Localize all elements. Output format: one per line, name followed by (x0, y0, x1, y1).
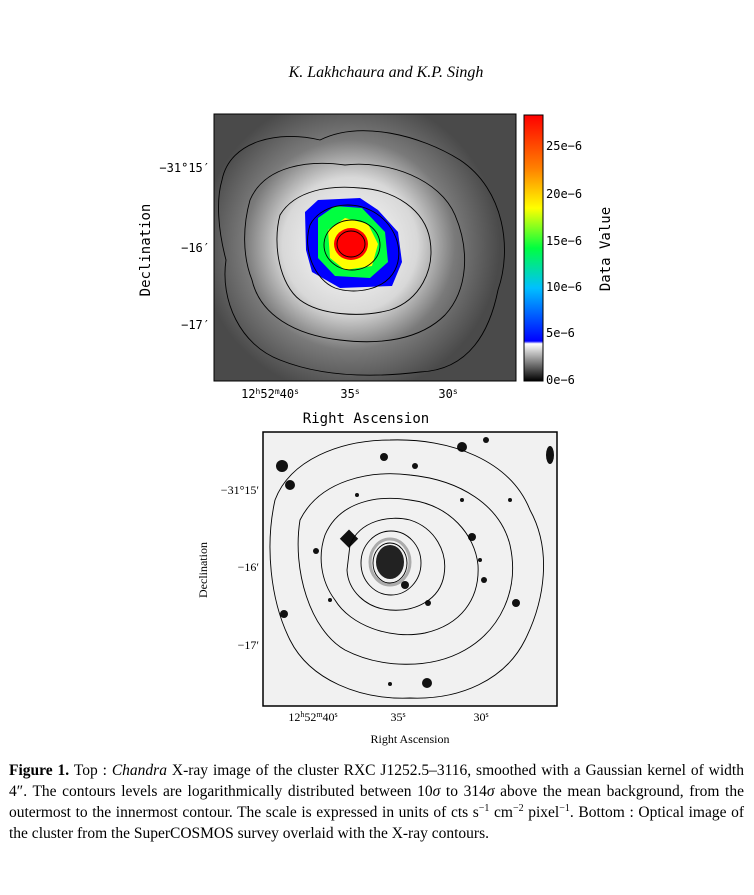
y-tick-label: −16′ (181, 241, 210, 255)
caption-text: Top : (73, 762, 112, 779)
y-tick-label: −31°15′ (221, 483, 260, 497)
running-header: K. Lakhchaura and K.P. Singh (288, 64, 484, 81)
y-axis-label: Declination (138, 204, 154, 297)
tick-superscript: h (300, 710, 304, 719)
tick-text: 35 (390, 710, 402, 724)
tick-superscript: s (294, 387, 299, 396)
tick-text: 52 (260, 387, 274, 401)
caption-label: Figure 1. (9, 762, 70, 779)
tick-text: 30 (473, 710, 485, 724)
colorbar-tick-label: 20e−6 (546, 187, 582, 201)
colorbar-tick-label: 0e−6 (546, 373, 575, 387)
tick-superscript: h (256, 387, 261, 396)
x-axis-label: Right Ascension (303, 411, 429, 427)
y-tick-label: −16′ (238, 560, 260, 574)
caption-text: . Bottom : Optical image of the cluster … (9, 804, 744, 842)
caption-text: to 314 (440, 783, 487, 800)
tick-text: 12 (241, 387, 255, 401)
colorbar (523, 114, 544, 382)
tick-text: 40 (280, 387, 294, 401)
tick-text: 52 (304, 710, 316, 724)
caption-text: above the mean background, from the oute… (9, 783, 744, 821)
x-axis-label: Right Ascension (370, 732, 449, 746)
caption-text: pixel (523, 804, 560, 821)
tick-superscript: s (335, 710, 338, 719)
caption-superscript: −1 (559, 802, 570, 814)
colorbar-tick-label: 5e−6 (546, 326, 575, 340)
optical-image (262, 431, 558, 707)
figure-caption: Figure 1. Top : Chandra X-ray image of t… (9, 760, 744, 844)
caption-text: σ (486, 783, 495, 800)
caption-text: σ (432, 783, 441, 800)
caption-superscript: −2 (512, 802, 524, 814)
tick-text: 30 (438, 387, 452, 401)
caption-text: cm (489, 804, 513, 821)
caption-text: X-ray image of the cluster RXC J1252.5–3… (9, 762, 744, 800)
x-tick-label: 12h52m40s (241, 387, 299, 402)
figure-area: K. Lakhchaura and K.P. Singh −31°15′ −16… (138, 64, 614, 746)
tick-text: 35 (340, 387, 354, 401)
tick-text: 12 (288, 710, 300, 724)
tick-text: 40 (323, 710, 335, 724)
y-tick-label: −31°15′ (159, 161, 210, 175)
xray-image (213, 113, 517, 382)
x-tick-label: 35s (340, 387, 359, 402)
tick-superscript: m (316, 710, 323, 719)
colorbar-tick-label: 25e−6 (546, 139, 582, 153)
tick-superscript: m (275, 387, 280, 396)
caption-text: Chandra (111, 762, 167, 779)
x-tick-label: 30s (438, 387, 457, 402)
tick-superscript: s (485, 710, 488, 719)
colorbar-label: Data Value (598, 207, 614, 291)
tick-superscript: s (453, 387, 458, 396)
x-tick-label: 35s (390, 710, 405, 725)
x-tick-label: 30s (473, 710, 488, 725)
caption-superscript: −1 (478, 802, 490, 814)
colorbar-tick-label: 15e−6 (546, 234, 582, 248)
x-tick-label: 12h52m40s (288, 710, 337, 725)
y-tick-label: −17′ (238, 638, 260, 652)
tick-superscript: s (402, 710, 405, 719)
y-tick-label: −17′ (181, 318, 210, 332)
y-axis-label: Declination (196, 542, 210, 598)
tick-superscript: s (355, 387, 360, 396)
colorbar-tick-label: 10e−6 (546, 280, 582, 294)
